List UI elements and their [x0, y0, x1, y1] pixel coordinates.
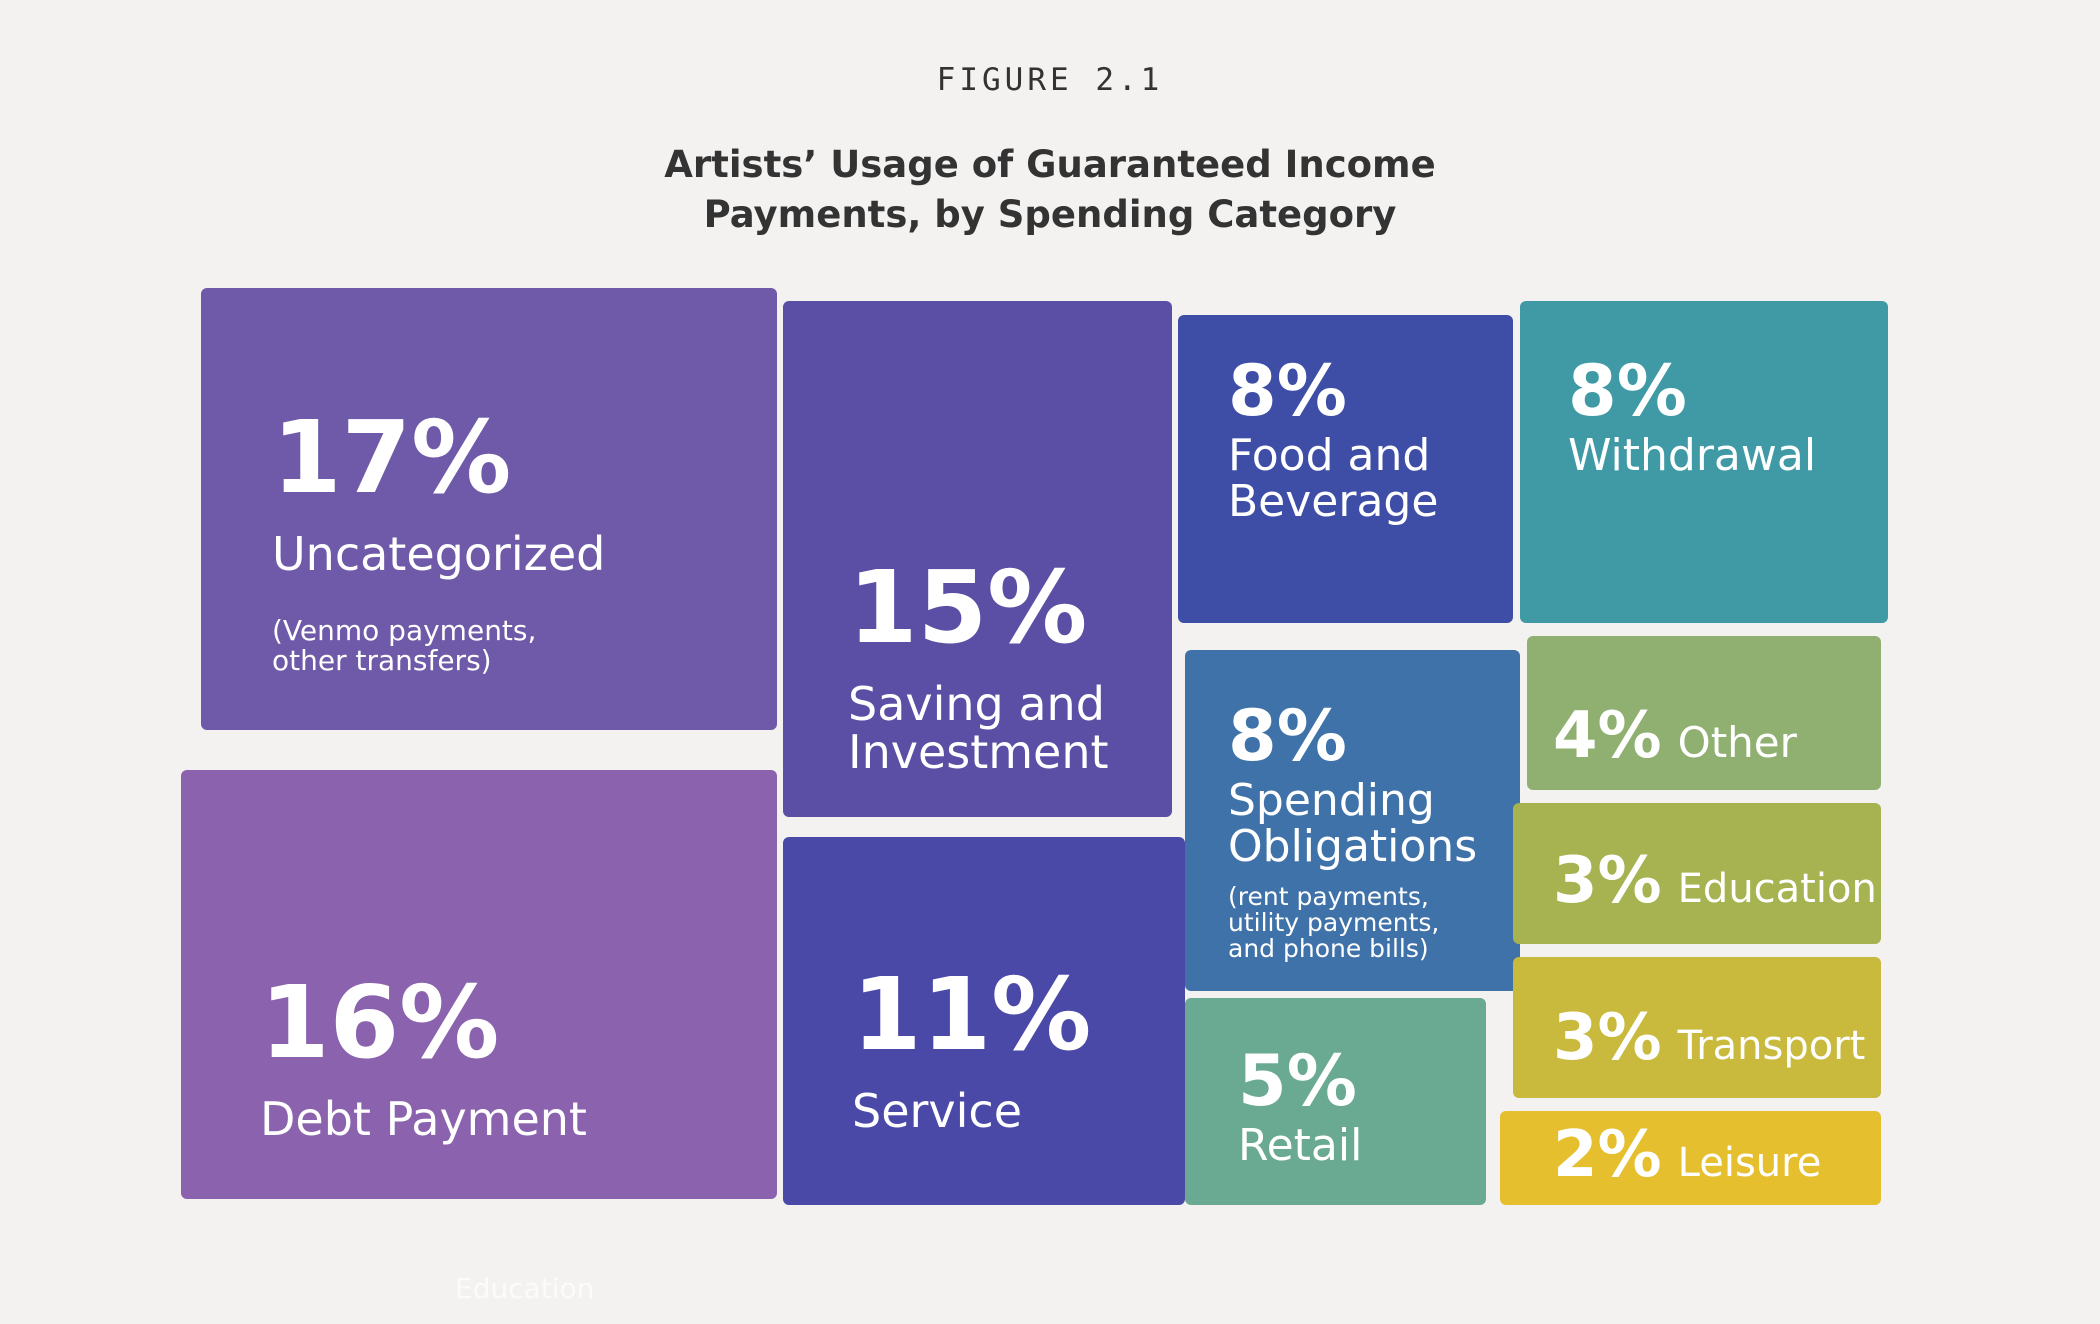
tile [1185, 998, 1486, 1205]
figure-label: FIGURE 2.1 [936, 62, 1164, 98]
value-label: 11% [852, 956, 1092, 1073]
tile [783, 837, 1185, 1205]
category-label: Leisure [1677, 1140, 1822, 1186]
tile [783, 301, 1172, 817]
value-label: 8% [1228, 350, 1347, 432]
tile [181, 770, 777, 1199]
tile-label: 8% Food and Beverage [1228, 350, 1468, 527]
value-label: 3% [1553, 844, 1662, 918]
tile-label: 17% Uncategorized (Venmo payments, other t… [272, 405, 692, 675]
tile-label: 5% Retail [1238, 1040, 1478, 1171]
tile-label: 8% Spending Obligations (rent payments, ut… [1228, 695, 1498, 964]
value-label: 4% [1553, 699, 1662, 773]
category-label: Spending Obligations [1228, 774, 1478, 872]
tile-label: 16% Debt Payment [260, 970, 680, 1143]
value-label: 15% [848, 549, 1088, 666]
tile-label: 8% Withdrawal [1568, 350, 1868, 481]
value-label: 8% [1228, 695, 1347, 777]
tile-label: 3% Education [1553, 844, 1913, 918]
category-label: Service [852, 1084, 1023, 1138]
category-label: Food and Beverage [1228, 429, 1439, 527]
tile [201, 288, 777, 730]
category-label: Retail [1238, 1119, 1363, 1171]
tile-label: 11% Service [852, 962, 1152, 1135]
value-label: 5% [1238, 1040, 1357, 1122]
tile [1500, 1111, 1881, 1205]
value-label: 3% [1553, 1001, 1662, 1075]
category-label: Debt Payment [260, 1092, 587, 1146]
footnote: Education [455, 1272, 595, 1305]
value-label: 17% [272, 399, 512, 516]
tile [1185, 650, 1520, 991]
category-label: Transport [1677, 1023, 1866, 1069]
category-label: Other [1677, 718, 1797, 767]
tile-label: 2% Leisure [1553, 1118, 1913, 1192]
tile-label: 3% Transport [1553, 1001, 1913, 1075]
tile [1513, 957, 1881, 1098]
tile-label: 15% Saving and Investment [848, 555, 1118, 777]
category-label: Saving and Investment [848, 677, 1109, 780]
value-label: 2% [1553, 1118, 1662, 1192]
tile [1513, 803, 1881, 944]
tile [1527, 636, 1881, 790]
category-label: Withdrawal [1568, 429, 1817, 481]
tile [1178, 315, 1513, 623]
category-label: Education [1677, 866, 1877, 912]
category-label: Uncategorized [272, 527, 606, 581]
chart-title: Artists’ Usage of Guaranteed Income Paym… [664, 143, 1436, 236]
value-label: 8% [1568, 350, 1687, 432]
tile-label: 4% Other [1553, 699, 1913, 773]
category-note: (Venmo payments, other transfers) [272, 614, 537, 677]
tile [1520, 301, 1888, 623]
value-label: 16% [260, 964, 500, 1081]
category-note: (rent payments, utility payments, and ph… [1228, 881, 1440, 964]
